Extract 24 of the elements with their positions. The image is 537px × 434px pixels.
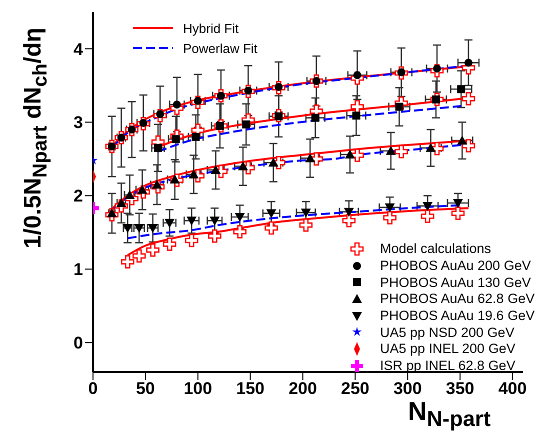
legend-label: PHOBOS AuAu 200 GeV <box>380 258 531 274</box>
legend-label: Hybrid Fit <box>183 20 239 36</box>
x-tick-label: 400 <box>498 379 527 398</box>
x-tick-label: 300 <box>393 379 422 398</box>
legend-label: UA5 pp NSD 200 GeV <box>380 324 514 340</box>
legend-label: Powerlaw Fit <box>183 40 258 56</box>
x-tick-label: 250 <box>341 379 370 398</box>
x-tick-label: 100 <box>184 379 212 398</box>
x-tick-label: 150 <box>236 379 265 398</box>
x-tick-label: 50 <box>136 379 155 398</box>
y-tick-label: 1 <box>74 260 83 280</box>
legend-label: PHOBOS AuAu 62.8 GeV <box>380 291 535 306</box>
y-tick-label: 3 <box>74 113 83 132</box>
legend-label: PHOBOS AuAu 19.6 GeV <box>380 308 535 324</box>
legend-label: PHOBOS AuAu 130 GeV <box>380 274 531 290</box>
x-tick-label: 200 <box>288 379 317 398</box>
legend-label: Model calculations <box>380 241 492 256</box>
y-tick-label: 4 <box>74 40 84 59</box>
y-tick-label: 2 <box>74 186 83 206</box>
y-tick-label: 0 <box>74 334 83 353</box>
x-tick-label: 350 <box>446 379 474 398</box>
legend-label: UA5 pp INEL 200 GeV <box>380 341 516 356</box>
x-tick-label: 0 <box>88 379 98 398</box>
x-axis-title: N$_{N-part}$ <box>408 396 491 432</box>
